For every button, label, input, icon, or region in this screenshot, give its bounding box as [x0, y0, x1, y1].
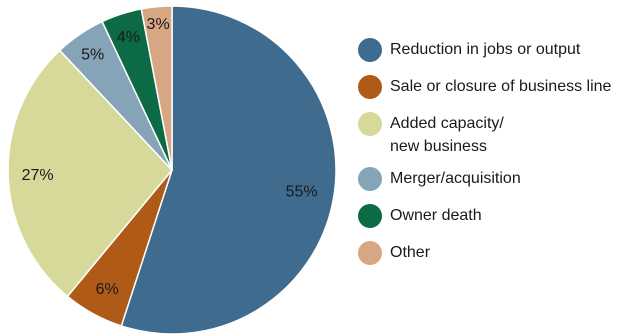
legend-swatch [358, 38, 382, 62]
slice-percent-label: 5% [81, 46, 104, 63]
pie-slice [140, 5, 173, 171]
legend-label: Owner death [390, 207, 482, 224]
legend-label: Sale or closure of business line [390, 78, 612, 95]
slice-percent-label: 3% [147, 16, 170, 33]
slice-percent-label: 27% [22, 167, 54, 184]
legend-item-other: Other [358, 241, 611, 278]
legend-item-owner-death: Owner death [358, 204, 611, 241]
legend-swatch [358, 241, 382, 265]
legend-swatch [358, 75, 382, 99]
legend-item-added-capacity: Added capacity/ new business [358, 112, 611, 167]
legend-label: Reduction in jobs or output [390, 41, 581, 58]
legend-item-sale-closure: Sale or closure of business line [358, 75, 611, 112]
legend-item-reduction: Reduction in jobs or output [358, 38, 611, 75]
pie-slice-labels: 55% 6% 27% 5% 4% 3% [22, 16, 318, 298]
legend-label: Added capacity/ new business [390, 115, 504, 155]
slice-percent-label: 6% [96, 281, 119, 298]
legend-label: Merger/acquisition [390, 170, 521, 187]
slice-percent-label: 55% [286, 184, 318, 201]
slice-percent-label: 4% [117, 29, 140, 46]
legend-swatch [358, 112, 382, 136]
legend-swatch [358, 204, 382, 228]
legend-item-merger: Merger/acquisition [358, 167, 611, 204]
pie-slices [7, 5, 337, 335]
pie-slice [120, 5, 337, 335]
pie-chart: 55% 6% 27% 5% 4% 3% [7, 5, 337, 335]
pie-slice [7, 49, 173, 298]
legend-label: Other [390, 244, 431, 261]
legend-swatch [358, 167, 382, 191]
legend: Reduction in jobs or output Sale or clos… [358, 38, 611, 278]
